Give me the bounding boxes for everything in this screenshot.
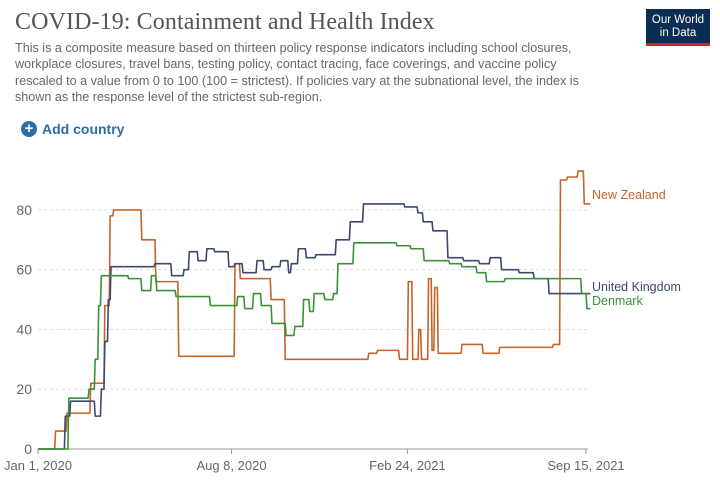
y-axis: 0 20 40 60 80 xyxy=(16,202,32,457)
series-line-denmark xyxy=(38,241,591,450)
series-line-new-zealand xyxy=(38,170,591,450)
owid-logo[interactable]: Our World in Data xyxy=(646,9,710,46)
series-label-new-zealand: New Zealand xyxy=(592,188,666,202)
logo-line-2: in Data xyxy=(659,27,697,39)
chart-subtitle: This is a composite measure based on thi… xyxy=(15,41,579,104)
series-lines xyxy=(38,170,591,450)
series-label-denmark: Denmark xyxy=(592,294,643,308)
plus-circle-icon: + xyxy=(21,121,37,137)
x-tick-label: Aug 8, 2020 xyxy=(196,458,266,473)
y-tick-label: 80 xyxy=(16,202,32,218)
add-country-label: Add country xyxy=(42,121,125,137)
grid xyxy=(38,209,588,450)
x-tick-label: Feb 24, 2021 xyxy=(369,458,446,473)
y-tick-label: 20 xyxy=(16,381,32,397)
y-tick-label: 0 xyxy=(24,441,32,457)
x-axis: Jan 1, 2020 Aug 8, 2020 Feb 24, 2021 Sep 15… xyxy=(4,449,625,473)
add-country-button[interactable]: + Add country xyxy=(21,121,124,137)
x-tick-label: Sep 15, 2021 xyxy=(547,458,624,473)
y-tick-label: 60 xyxy=(16,262,32,278)
logo-line-1: Our World xyxy=(651,14,705,26)
chart-title: COVID-19: Containment and Health Index xyxy=(15,9,435,35)
x-tick-label: Jan 1, 2020 xyxy=(4,458,72,473)
series-label-united-kingdom: United Kingdom xyxy=(592,280,681,294)
series-line-united-kingdom xyxy=(38,203,591,450)
y-tick-label: 40 xyxy=(16,321,32,337)
